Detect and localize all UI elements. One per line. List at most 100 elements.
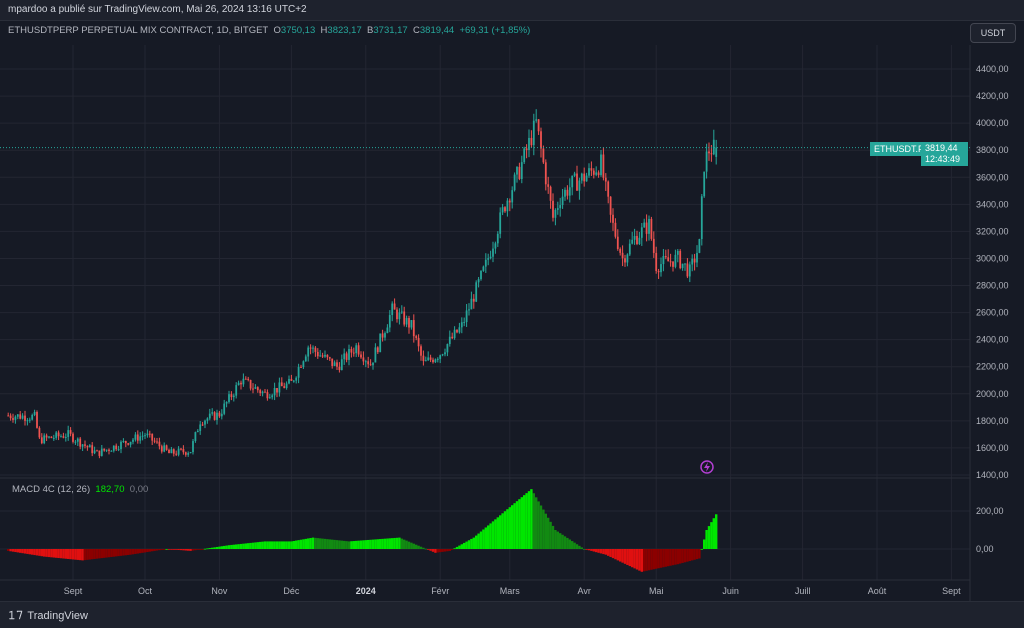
currency-button[interactable]: USDT <box>970 23 1016 43</box>
candle-body <box>628 243 631 255</box>
macd-histogram-bar <box>71 549 75 560</box>
macd-histogram-bar <box>369 539 372 549</box>
macd-histogram-bar <box>28 549 31 555</box>
x-tick-label: 2024 <box>356 586 376 596</box>
candle-body <box>559 205 562 209</box>
candle-body <box>427 357 430 361</box>
macd-histogram-bar <box>235 544 238 549</box>
macd-y-tick-label: 200,00 <box>976 506 1004 516</box>
macd-histogram-bar <box>127 549 130 555</box>
candle-body <box>585 175 588 182</box>
macd-histogram-bar <box>515 501 519 549</box>
macd-histogram-bar <box>487 525 490 549</box>
candle-body <box>463 322 466 324</box>
candle-body <box>393 303 396 310</box>
candle-body <box>324 354 326 357</box>
macd-histogram-bar <box>446 549 449 552</box>
macd-histogram-bar <box>191 549 195 551</box>
candle-body <box>643 222 646 228</box>
candle-body <box>264 391 266 393</box>
y-tick-label: 2400,00 <box>976 335 1009 345</box>
macd-histogram-bar <box>607 549 610 556</box>
candle-body <box>158 441 161 447</box>
candle-body <box>688 264 691 277</box>
candle-body <box>261 391 264 394</box>
macd-histogram-bar <box>448 549 451 551</box>
candle-body <box>528 137 530 150</box>
candle-body <box>475 282 478 302</box>
macd-histogram-bar <box>619 549 622 562</box>
macd-histogram-bar <box>712 518 715 549</box>
macd-histogram-bar <box>64 549 67 559</box>
macd-histogram-bar <box>451 549 454 550</box>
candle-body <box>400 311 403 313</box>
candle-body <box>141 435 144 437</box>
macd-histogram-bar <box>398 537 401 549</box>
candle-body <box>252 388 254 390</box>
candle-body <box>520 162 523 180</box>
macd-histogram-bar <box>362 540 365 549</box>
macd-histogram-bar <box>343 540 346 549</box>
macd-histogram-bar <box>667 549 670 567</box>
candle-body <box>204 420 206 425</box>
macd-histogram-bar <box>31 549 34 555</box>
macd-histogram-bar <box>155 549 159 551</box>
candle-body <box>309 347 312 349</box>
macd-histogram-bar <box>160 549 163 550</box>
macd-histogram-bar <box>100 549 103 559</box>
macd-histogram-bar <box>424 548 427 550</box>
macd-histogram-bar <box>146 549 149 553</box>
last-price: 3819,44 <box>925 143 958 153</box>
candle-body <box>544 162 547 185</box>
candle-body <box>580 173 583 181</box>
candle-body <box>328 357 331 359</box>
candle-body <box>583 173 586 182</box>
candle-body <box>638 237 641 245</box>
macd-histogram-bar <box>470 538 473 549</box>
macd-histogram-bar <box>263 541 267 549</box>
candle-body <box>256 387 259 391</box>
candle-body <box>626 254 629 263</box>
macd-histogram-bar <box>292 540 295 549</box>
macd-histogram-bar <box>441 549 444 552</box>
macd-histogram-bar <box>23 549 27 554</box>
macd-histogram-bar <box>275 541 279 549</box>
macd-histogram-bar <box>287 541 291 549</box>
candle-body <box>614 222 617 237</box>
candle-body <box>266 392 269 399</box>
macd-histogram-bar <box>148 549 151 552</box>
macd-histogram-bar <box>141 549 144 553</box>
candle-body <box>525 148 528 150</box>
macd-histogram-bar <box>491 521 495 549</box>
chart-frame[interactable] <box>0 20 1024 602</box>
y-tick-label: 2800,00 <box>976 281 1009 291</box>
macd-histogram-bar <box>645 549 648 571</box>
candle-body <box>172 449 175 454</box>
x-tick-label: Mars <box>500 586 520 596</box>
candle-body <box>148 433 151 435</box>
candle-body <box>211 412 214 414</box>
candle-body <box>278 382 281 393</box>
candle-body <box>314 347 317 352</box>
macd-name: MACD 4C (12, 26) <box>12 484 91 495</box>
macd-histogram-bar <box>431 549 435 552</box>
candle-body <box>672 261 674 267</box>
macd-histogram-bar <box>643 549 646 572</box>
candle-body <box>124 441 127 444</box>
candle-body <box>480 270 482 280</box>
macd-histogram-bar <box>710 522 713 549</box>
macd-histogram-bar <box>57 549 60 559</box>
macd-histogram-bar <box>640 549 643 572</box>
macd-histogram-bar <box>513 503 516 549</box>
candle-body <box>189 452 192 454</box>
macd-histogram-bar <box>520 497 523 549</box>
candle-body <box>362 357 365 362</box>
macd-histogram-bar <box>47 549 51 558</box>
macd-histogram-bar <box>172 549 175 550</box>
candle-body <box>384 333 386 338</box>
macd-histogram-bar <box>225 545 228 549</box>
candle-body <box>160 446 163 452</box>
macd-histogram-bar <box>443 549 447 552</box>
macd-histogram-bar <box>652 549 655 570</box>
